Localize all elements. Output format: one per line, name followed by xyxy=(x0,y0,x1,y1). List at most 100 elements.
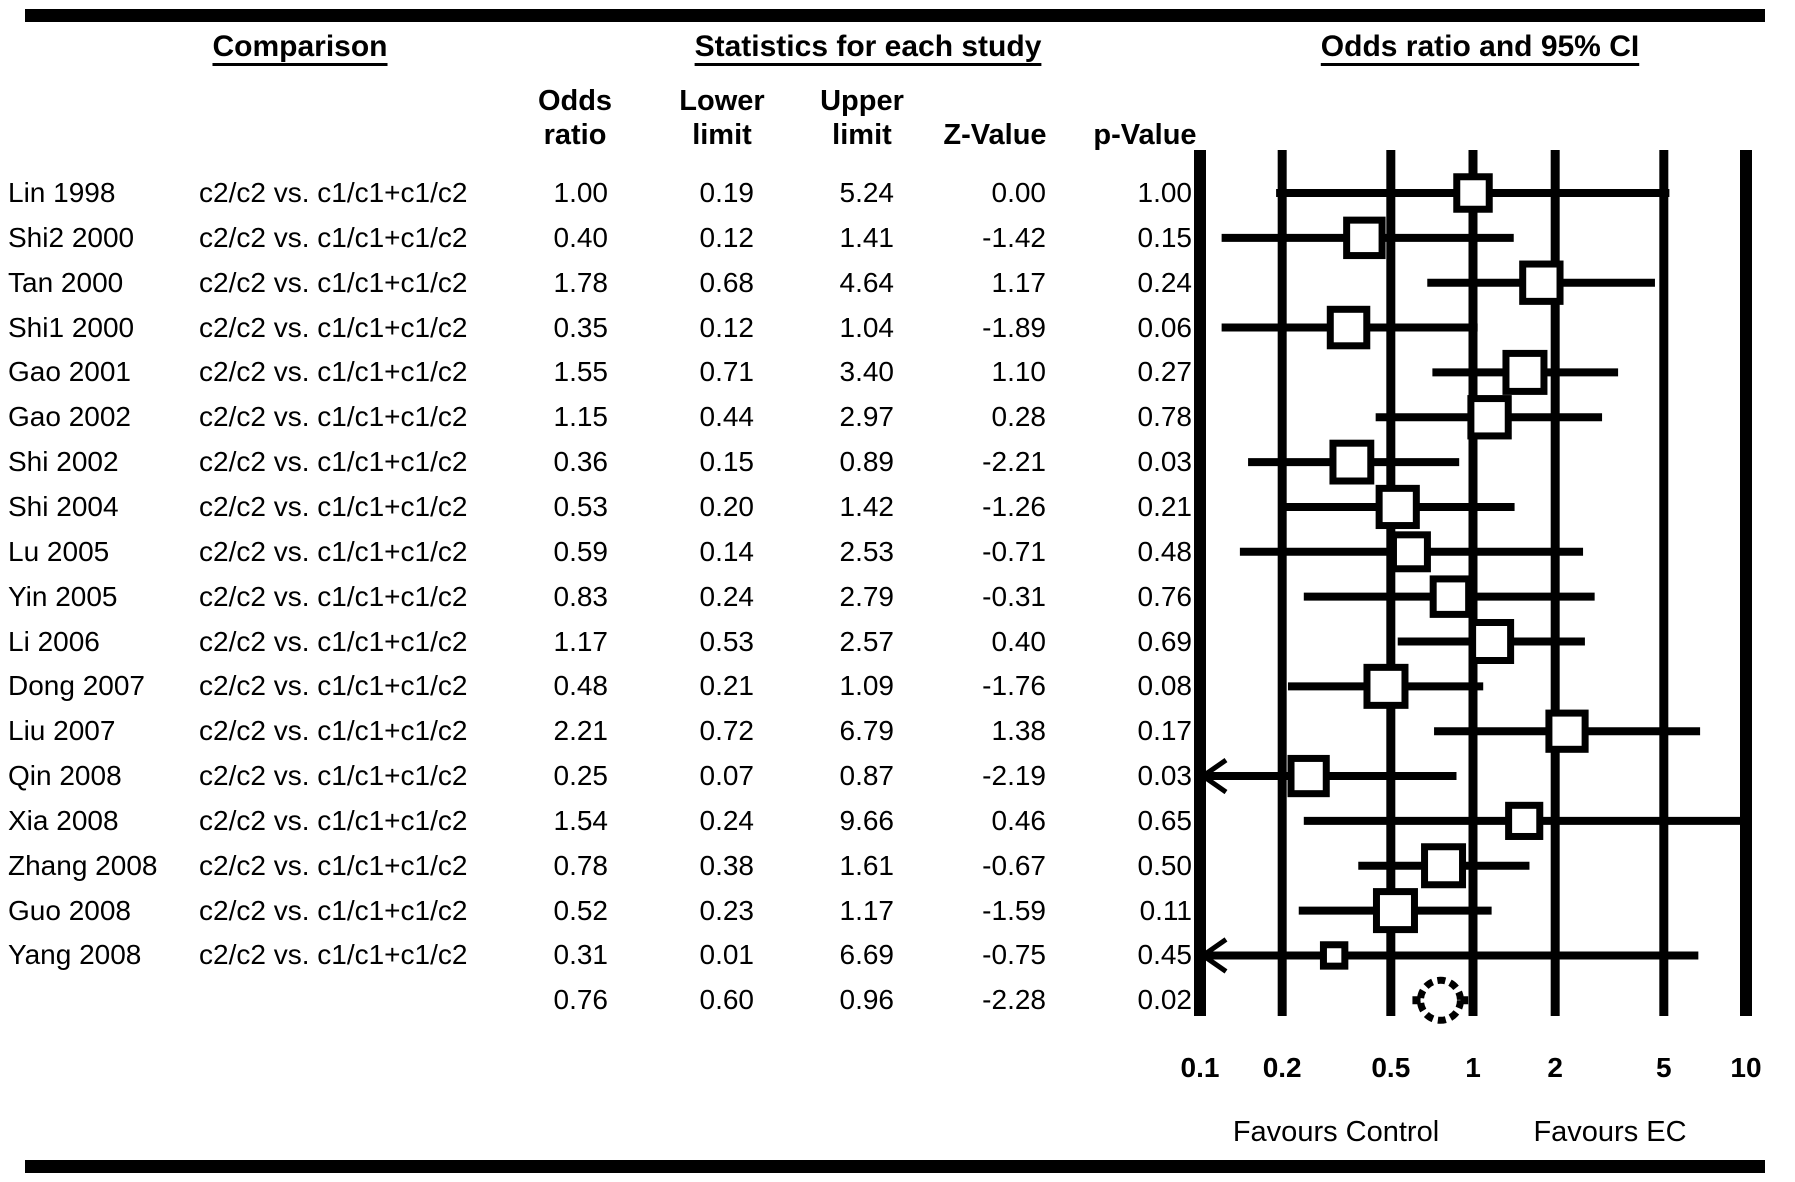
axis-tick-label-5: 5 xyxy=(1656,1052,1672,1083)
study-z-value: -1.76 xyxy=(982,670,1046,702)
study-p-value: 0.24 xyxy=(1137,266,1193,298)
statistics-section-header: Statistics for each study xyxy=(694,30,1042,63)
study-z-value: -2.21 xyxy=(982,446,1046,478)
study-z-value: 0.40 xyxy=(991,625,1047,657)
study-name: Liu 2007 xyxy=(8,715,116,747)
study-p-value: 0.21 xyxy=(1137,490,1193,522)
study-p-value: 0.48 xyxy=(1137,535,1193,567)
study-p-value: 0.45 xyxy=(1137,939,1193,971)
study-comparison: c2/c2 vs. c1/c1+c1/c2 xyxy=(199,804,468,836)
study-upper-limit-value: 3.40 xyxy=(839,356,895,388)
study-lower-limit-value: 0.71 xyxy=(699,356,755,388)
study-z-value: -1.26 xyxy=(982,490,1046,522)
column-header-upper: Upper limit xyxy=(820,85,904,151)
study-point-estimate-square xyxy=(1453,173,1493,213)
study-odds-ratio-value: 0.59 xyxy=(553,535,609,567)
study-comparison: c2/c2 vs. c1/c1+c1/c2 xyxy=(199,894,468,926)
study-odds-ratio-value: 2.21 xyxy=(553,715,609,747)
study-odds-ratio-value: 1.00 xyxy=(553,177,609,208)
study-lower-limit-value: 0.07 xyxy=(699,760,755,792)
axis-tick-label-0.5: 0.5 xyxy=(1371,1052,1411,1083)
study-p-value: 0.17 xyxy=(1137,715,1193,747)
study-z-value: -0.31 xyxy=(982,580,1046,612)
study-p-value: 0.76 xyxy=(1137,580,1193,612)
study-point-estimate-square xyxy=(1375,484,1420,530)
study-comparison: c2/c2 vs. c1/c1+c1/c2 xyxy=(199,670,468,702)
study-p-value: 1.00 xyxy=(1137,177,1193,208)
study-name: Shi2 2000 xyxy=(8,221,135,253)
study-name: Zhang 2008 xyxy=(8,849,158,881)
study-lower-limit-value: 0.72 xyxy=(699,715,755,747)
study-comparison: c2/c2 vs. c1/c1+c1/c2 xyxy=(199,446,468,478)
study-name: Yang 2008 xyxy=(8,939,142,971)
study-comparison: c2/c2 vs. c1/c1+c1/c2 xyxy=(199,939,468,971)
study-point-estimate-square xyxy=(1363,663,1409,709)
study-p-value: 0.03 xyxy=(1137,446,1193,478)
axis-tick-label-2: 2 xyxy=(1547,1052,1563,1083)
study-lower-limit-value: 0.44 xyxy=(699,401,755,433)
study-upper-limit-value: 1.61 xyxy=(839,849,895,881)
study-comparison: c2/c2 vs. c1/c1+c1/c2 xyxy=(199,715,468,747)
study-lower-limit-value: 0.12 xyxy=(699,311,755,343)
study-odds-ratio-value: 0.35 xyxy=(553,311,609,343)
study-p-value: 0.03 xyxy=(1137,760,1193,792)
study-upper-limit-value: 1.41 xyxy=(839,221,895,253)
summary-odds-ratio-value: 0.76 xyxy=(553,984,609,1016)
study-upper-limit-value: 1.17 xyxy=(839,894,895,926)
column-header-p: p-Value xyxy=(1093,119,1197,151)
study-point-estimate-square xyxy=(1389,531,1431,573)
bottom-rule xyxy=(25,1160,1765,1173)
study-comparison: c2/c2 vs. c1/c1+c1/c2 xyxy=(199,311,468,343)
study-name: Guo 2008 xyxy=(8,894,131,926)
study-comparison: c2/c2 vs. c1/c1+c1/c2 xyxy=(199,760,468,792)
study-z-value: -0.75 xyxy=(982,939,1046,971)
study-lower-limit-value: 0.38 xyxy=(699,849,755,881)
study-upper-limit-value: 1.42 xyxy=(839,490,895,522)
top-rule xyxy=(25,9,1765,22)
study-upper-limit-value: 2.79 xyxy=(839,580,895,612)
summary-p-value: 0.02 xyxy=(1137,984,1193,1016)
study-p-value: 0.50 xyxy=(1137,849,1193,881)
study-name: Shi 2002 xyxy=(8,446,119,478)
study-lower-limit-value: 0.14 xyxy=(699,535,755,567)
study-name: Lu 2005 xyxy=(8,535,110,567)
study-upper-limit-value: 9.66 xyxy=(839,804,895,836)
study-z-value: -0.71 xyxy=(982,535,1046,567)
study-z-value: 1.17 xyxy=(991,266,1047,298)
study-comparison: c2/c2 vs. c1/c1+c1/c2 xyxy=(199,580,468,612)
column-header-lower: Lower limit xyxy=(679,85,765,151)
axis-tick-label-0.2: 0.2 xyxy=(1262,1052,1302,1083)
study-name: Tan 2000 xyxy=(8,266,124,298)
study-name: Shi 2004 xyxy=(8,490,119,522)
study-p-value: 0.78 xyxy=(1137,401,1193,433)
summary-lower-limit-value: 0.60 xyxy=(699,984,755,1016)
study-upper-limit-value: 0.87 xyxy=(839,760,895,792)
study-p-value: 0.11 xyxy=(1139,894,1192,926)
study-p-value: 0.69 xyxy=(1137,625,1193,657)
study-comparison: c2/c2 vs. c1/c1+c1/c2 xyxy=(199,490,468,522)
study-z-value: 0.28 xyxy=(991,401,1047,433)
study-p-value: 0.08 xyxy=(1137,670,1193,702)
study-comparison: c2/c2 vs. c1/c1+c1/c2 xyxy=(199,177,468,208)
study-z-value: -1.42 xyxy=(982,221,1046,253)
study-lower-limit-value: 0.19 xyxy=(699,177,755,208)
study-upper-limit-value: 6.69 xyxy=(839,939,895,971)
study-z-value: 0.00 xyxy=(991,177,1047,208)
study-p-value: 0.65 xyxy=(1137,804,1193,836)
study-comparison: c2/c2 vs. c1/c1+c1/c2 xyxy=(199,401,468,433)
column-header-z: Z-Value xyxy=(943,119,1047,151)
study-odds-ratio-value: 0.25 xyxy=(553,760,609,792)
comparison-section-header: Comparison xyxy=(212,30,388,63)
study-name: Xia 2008 xyxy=(8,804,119,836)
study-point-estimate-square xyxy=(1429,575,1473,618)
axis-tick-label-10: 10 xyxy=(1730,1052,1762,1083)
study-comparison: c2/c2 vs. c1/c1+c1/c2 xyxy=(199,221,468,253)
study-odds-ratio-value: 1.55 xyxy=(553,356,609,388)
study-odds-ratio-value: 0.31 xyxy=(553,939,609,971)
study-upper-limit-value: 2.53 xyxy=(839,535,895,567)
study-point-estimate-square xyxy=(1287,754,1330,798)
study-point-estimate-square xyxy=(1326,305,1371,350)
study-point-estimate-square xyxy=(1372,888,1418,934)
